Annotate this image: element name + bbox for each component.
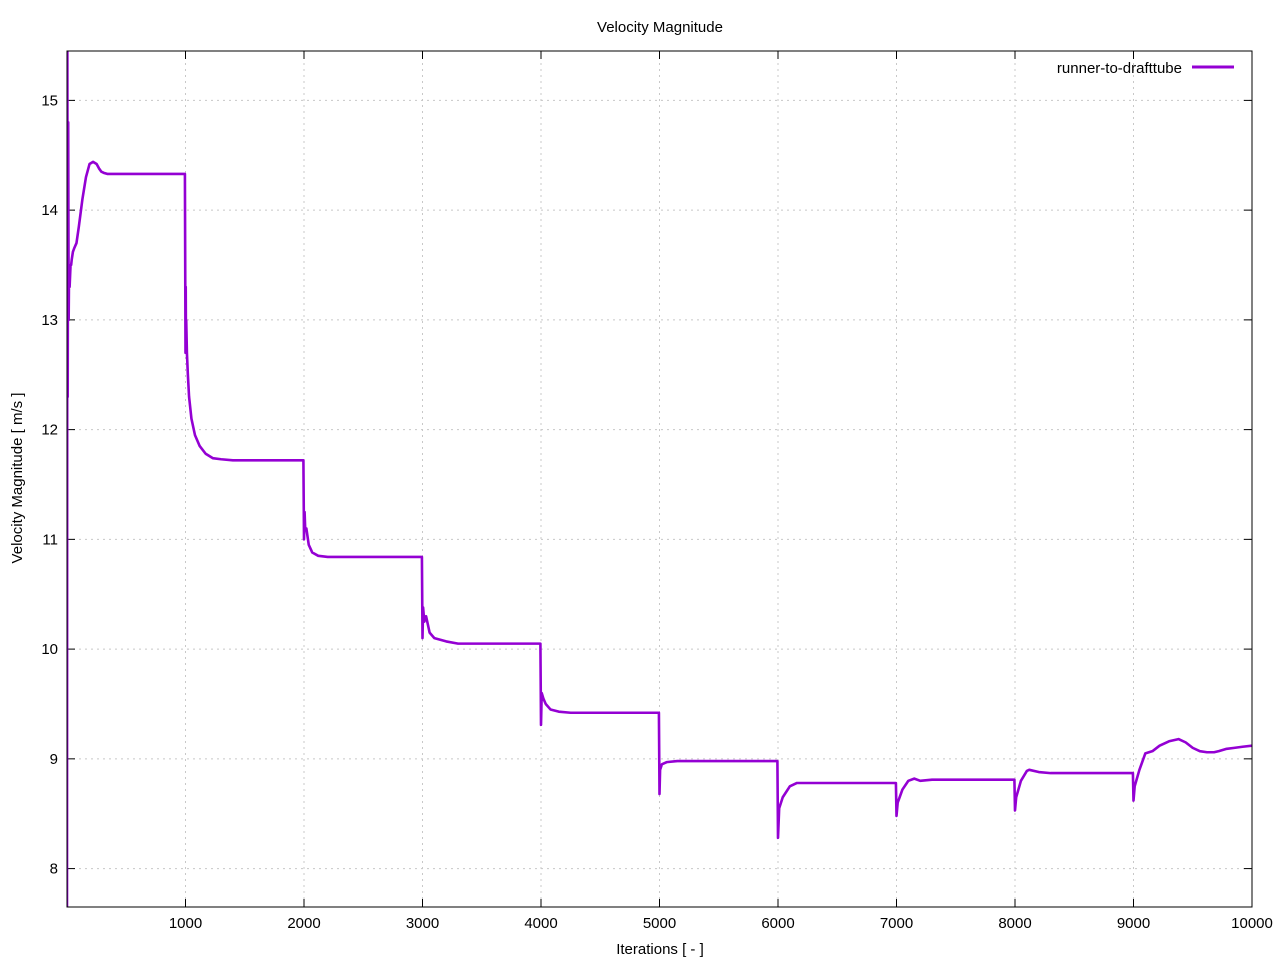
y-tick-label: 9 (50, 751, 58, 768)
x-tick-label: 8000 (998, 915, 1031, 932)
x-tick-label: 5000 (643, 915, 676, 932)
x-tick-label: 9000 (1117, 915, 1150, 932)
x-tick-label: 10000 (1231, 915, 1273, 932)
y-tick-label: 12 (41, 422, 58, 439)
y-tick-label: 10 (41, 641, 58, 658)
y-tick-label: 8 (50, 861, 58, 878)
x-tick-labels: 1000 2000 3000 4000 5000 6000 7000 8000 9000 1000… (169, 915, 1273, 932)
x-tick-label: 7000 (880, 915, 913, 932)
legend-label: runner-to-drafttube (1057, 60, 1182, 77)
x-tick-label: 1000 (169, 915, 202, 932)
plot-frame (66, 50, 1253, 908)
y-tick-label: 14 (41, 202, 58, 219)
x-tick-label: 3000 (406, 915, 439, 932)
x-tick-label: 6000 (761, 915, 794, 932)
x-axis-title: Iterations [ - ] (616, 941, 704, 958)
axis-ticks (67, 51, 1253, 907)
series-line-0 (67, 51, 1252, 907)
x-tick-label: 2000 (287, 915, 320, 932)
y-axis-title: Velocity Magnitude [ m/s ] (9, 393, 26, 564)
y-tick-label: 11 (42, 531, 58, 548)
y-tick-label: 15 (41, 92, 58, 109)
chart-title: Velocity Magnitude (597, 19, 723, 36)
series-layer (67, 51, 1252, 907)
x-tick-label: 4000 (524, 915, 557, 932)
legend: runner-to-drafttube (1057, 60, 1234, 77)
y-tick-label: 13 (41, 312, 58, 329)
y-tick-labels: 8 9 10 11 12 13 14 15 (41, 92, 58, 877)
